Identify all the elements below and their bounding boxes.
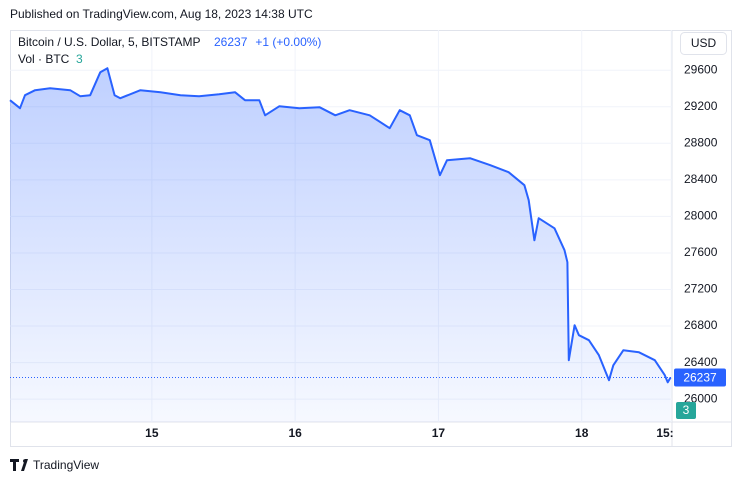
volume-value: 3: [76, 52, 83, 66]
y-tick-label: 26800: [684, 318, 718, 332]
brand: TradingView: [33, 458, 99, 472]
plot: [9, 67, 672, 422]
logo-icon: [10, 459, 28, 471]
y-tick-label: 29600: [684, 62, 718, 76]
y-tick-label: 28400: [684, 172, 718, 186]
y-tick-label: 26000: [684, 391, 718, 405]
currency-button[interactable]: [680, 32, 727, 55]
currency: USD: [691, 36, 717, 50]
x-tick-label: 17: [432, 426, 446, 440]
x-tick-label: 16: [288, 426, 302, 440]
series-legend: Bitcoin / U.S. Dollar, 5, BITSTAMP: [18, 35, 201, 49]
change: +1 (+0.00%): [255, 35, 321, 49]
y-tick-label: 28800: [684, 135, 718, 149]
area: [10, 68, 671, 422]
logo: [10, 459, 28, 471]
volume-legend: Vol · BTC: [18, 52, 70, 66]
x-tick-label: 15: [145, 426, 159, 440]
last-price-badge: [674, 368, 726, 387]
last-price: 26237: [214, 35, 248, 49]
y-tick-label: 26400: [684, 355, 718, 369]
published-title: Published on TradingView.com, Aug 18, 20…: [10, 7, 313, 21]
y-tick-label: 29200: [684, 99, 718, 113]
y-tick-label: 27200: [684, 282, 718, 296]
volume-badge: [676, 402, 696, 419]
y-tick-label: 27600: [684, 245, 718, 259]
last-price-label: 26237: [683, 371, 717, 385]
volume-badge-label: 3: [683, 403, 690, 417]
x-tick-label: 15:: [656, 426, 673, 440]
y-tick-label: 28000: [684, 209, 718, 223]
price-line: [9, 67, 672, 384]
x-tick-label: 18: [575, 426, 589, 440]
